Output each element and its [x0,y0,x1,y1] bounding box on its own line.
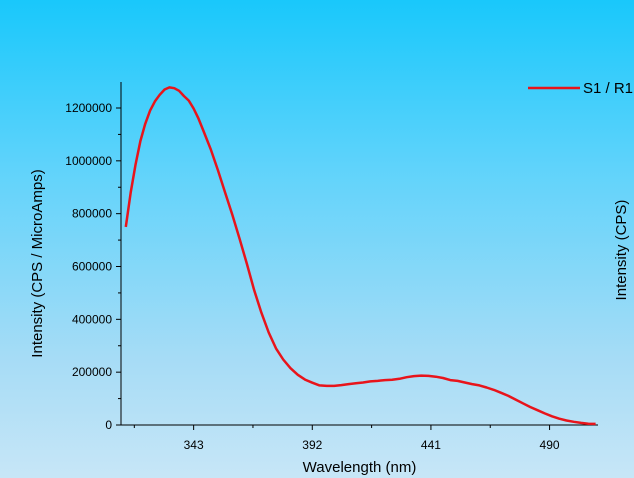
series-layer [124,86,596,426]
y-tick-label: 0 [105,418,112,432]
y-tick-label: 600000 [72,260,112,274]
axes [120,82,598,426]
legend: S1 / R1 [528,80,633,97]
x-axis-title: Wavelength (nm) [303,459,417,476]
y-tick-label: 1000000 [65,154,112,168]
x-tick-label: 343 [184,438,204,452]
x-tick-label: 441 [421,438,441,452]
x-tick-label: 490 [540,438,560,452]
secondary-y-axis-title: Intensity (CPS) [613,200,630,301]
y-axis-ticks: 0 200000 400000 600000 800000 1000000 1200000 [65,101,121,432]
y-tick-label: 200000 [72,365,112,379]
y-axis-title: Intensity (CPS / MicroAmps) [29,169,46,357]
y-tick-label: 400000 [72,312,112,326]
series-line-s1-r1 [124,86,596,426]
x-tick-label: 392 [302,438,322,452]
y-tick-label: 1200000 [65,101,112,115]
legend-label-s1-r1: S1 / R1 [583,80,633,97]
y-tick-label: 800000 [72,207,112,221]
x-axis-ticks: 343 392 441 490 [133,425,560,452]
